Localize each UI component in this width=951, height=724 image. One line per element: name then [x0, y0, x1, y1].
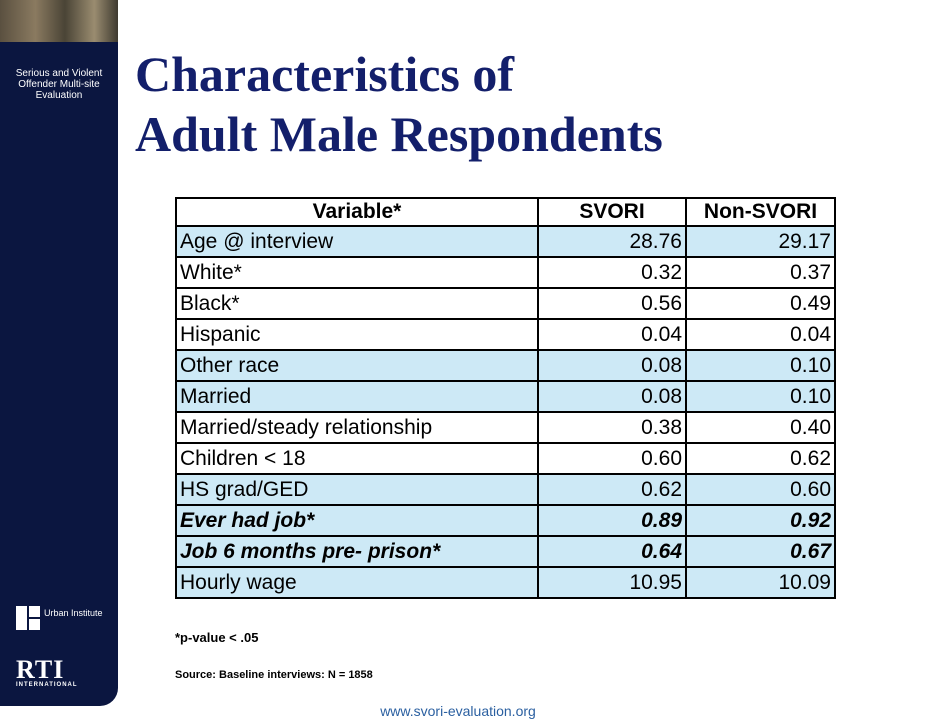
value-cell: 0.60 — [685, 473, 836, 506]
value-cell: 0.62 — [537, 473, 687, 506]
label-cell: Ever had job* — [175, 504, 539, 537]
value-cell: 0.40 — [685, 411, 836, 444]
title-line: Adult Male Respondents — [135, 106, 663, 162]
value-cell: 0.64 — [537, 535, 687, 568]
value-cell: 0.08 — [537, 380, 687, 413]
label-cell: Children < 18 — [175, 442, 539, 475]
value-cell: 0.08 — [537, 349, 687, 382]
table-row: Children < 18 0.60 0.62 — [175, 442, 836, 475]
value-cell: 0.10 — [685, 349, 836, 382]
header-cell: Variable* — [175, 197, 539, 227]
value-cell: 0.89 — [537, 504, 687, 537]
value-cell: 0.38 — [537, 411, 687, 444]
value-cell: 0.92 — [685, 504, 836, 537]
table-row: White* 0.32 0.37 — [175, 256, 836, 289]
rti-subtitle: INTERNATIONAL — [16, 682, 78, 688]
source: Source: Baseline interviews: N = 1858 — [175, 669, 373, 681]
value-cell: 29.17 — [685, 225, 836, 258]
label-cell: Hourly wage — [175, 566, 539, 599]
value-cell: 0.04 — [685, 318, 836, 351]
label-cell: Married/steady relationship — [175, 411, 539, 444]
value-cell: 28.76 — [537, 225, 687, 258]
title-line: Characteristics of — [135, 46, 515, 102]
value-cell: 10.95 — [537, 566, 687, 599]
label-cell: Job 6 months pre- prison* — [175, 535, 539, 568]
rti-logo: RTI INTERNATIONAL — [16, 655, 78, 689]
value-cell: 0.67 — [685, 535, 836, 568]
header-row: Variable* SVORI Non-SVORI — [175, 197, 836, 227]
data-table: Variable* SVORI Non-SVORI Age @ interview 2… — [175, 197, 836, 599]
table-row: Job 6 months pre- prison* 0.64 0.67 — [175, 535, 836, 568]
value-cell: 0.60 — [537, 442, 687, 475]
table-row: HS grad/GED 0.62 0.60 — [175, 473, 836, 506]
footnote: *p-value < .05 — [175, 630, 259, 645]
value-cell: 0.32 — [537, 256, 687, 289]
table-row: Other race 0.08 0.10 — [175, 349, 836, 382]
table-row: Ever had job* 0.89 0.92 — [175, 504, 836, 537]
table-row: Age @ interview 28.76 29.17 — [175, 225, 836, 258]
value-cell: 0.37 — [685, 256, 836, 289]
header-cell: Non-SVORI — [685, 197, 836, 227]
table-row: Hourly wage 10.95 10.09 — [175, 566, 836, 599]
slide-title: Characteristics of Adult Male Respondent… — [135, 44, 663, 164]
sidebar: Serious and Violent Offender Multi-site … — [0, 0, 118, 706]
urban-icon — [16, 606, 40, 630]
header-cell: SVORI — [537, 197, 687, 227]
value-cell: 0.62 — [685, 442, 836, 475]
table-body: Age @ interview 28.76 29.17 White* 0.32 0.37 B… — [175, 225, 836, 599]
label-cell: Married — [175, 380, 539, 413]
table-row: Married/steady relationship 0.38 0.40 — [175, 411, 836, 444]
url: www.svori-evaluation.org — [380, 703, 536, 719]
label-cell: Hispanic — [175, 318, 539, 351]
rti-text: RTI — [16, 655, 65, 684]
value-cell: 0.49 — [685, 287, 836, 320]
value-cell: 0.56 — [537, 287, 687, 320]
program-name: Serious and Violent Offender Multi-site … — [15, 68, 103, 101]
label-cell: HS grad/GED — [175, 473, 539, 506]
label-cell: White* — [175, 256, 539, 289]
table-row: Hispanic 0.04 0.04 — [175, 318, 836, 351]
label-cell: Other race — [175, 349, 539, 382]
header-photo — [0, 0, 118, 42]
value-cell: 0.10 — [685, 380, 836, 413]
urban-text: Urban Institute — [44, 608, 103, 618]
table-row: Black* 0.56 0.49 — [175, 287, 836, 320]
label-cell: Age @ interview — [175, 225, 539, 258]
value-cell: 10.09 — [685, 566, 836, 599]
table-row: Married 0.08 0.10 — [175, 380, 836, 413]
label-cell: Black* — [175, 287, 539, 320]
value-cell: 0.04 — [537, 318, 687, 351]
